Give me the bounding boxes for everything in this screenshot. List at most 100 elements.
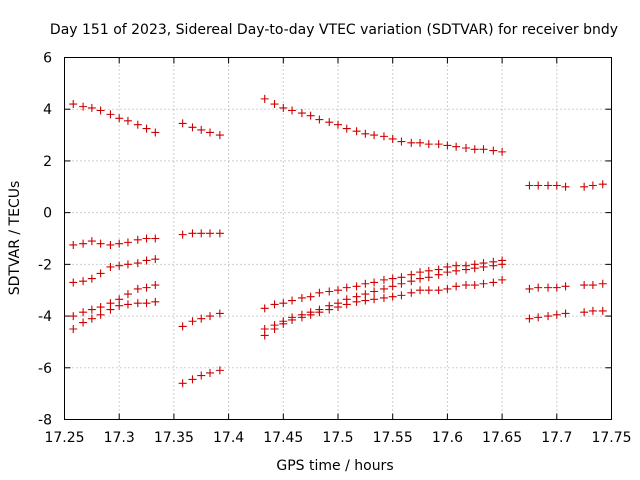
data-point <box>270 300 279 309</box>
data-point <box>388 292 397 301</box>
series-s10 <box>260 94 507 156</box>
series-s2 <box>69 234 160 249</box>
data-point <box>270 325 279 333</box>
data-point <box>397 137 406 146</box>
data-point <box>288 296 297 305</box>
data-point <box>206 312 215 321</box>
data-point <box>151 234 160 243</box>
data-point <box>443 268 452 277</box>
data-point <box>106 305 115 314</box>
data-point <box>115 239 124 248</box>
data-point <box>306 292 315 301</box>
data-point <box>87 305 96 314</box>
data-point <box>178 379 187 388</box>
data-point <box>96 239 105 248</box>
x-tick-label: 17.4 <box>213 430 244 446</box>
data-point <box>342 124 351 133</box>
data-point <box>288 315 297 324</box>
data-point <box>142 256 151 265</box>
series-s7 <box>178 229 224 239</box>
series-s3 <box>69 255 160 287</box>
data-point <box>133 284 142 293</box>
data-point <box>215 229 224 238</box>
x-tick-label: 17.7 <box>541 430 572 446</box>
data-point <box>588 306 597 315</box>
data-point <box>434 270 443 279</box>
data-point <box>142 299 151 308</box>
data-point <box>69 278 78 287</box>
data-point <box>106 240 115 249</box>
data-point <box>79 318 88 327</box>
data-point <box>87 103 96 112</box>
data-point <box>397 279 406 288</box>
data-point <box>552 181 561 190</box>
data-point <box>206 368 215 377</box>
data-point <box>215 309 224 318</box>
data-point <box>397 291 406 300</box>
data-point <box>279 103 288 112</box>
y-tick-label: 6 <box>43 51 52 67</box>
data-point <box>297 293 306 302</box>
data-point <box>315 308 324 317</box>
data-point <box>87 237 96 246</box>
data-point <box>315 115 324 124</box>
data-point <box>561 182 570 191</box>
data-point <box>388 134 397 143</box>
data-point <box>142 283 151 292</box>
x-tick-label: 17.75 <box>591 430 631 446</box>
data-point <box>69 240 78 249</box>
data-point <box>388 282 397 291</box>
data-point <box>544 312 553 321</box>
data-point <box>69 100 78 109</box>
x-tick-label: 17.65 <box>482 430 522 446</box>
y-tick-label: -4 <box>38 309 52 325</box>
data-point <box>407 288 416 297</box>
y-tick-labels: -8 -6 -4 -2 0 2 4 6 <box>38 51 52 429</box>
data-point <box>133 120 142 129</box>
data-point <box>470 145 479 154</box>
data-point <box>151 255 160 264</box>
data-point <box>370 287 379 296</box>
data-point <box>197 371 206 380</box>
data-point <box>260 94 269 103</box>
data-point <box>115 114 124 123</box>
data-point <box>151 281 160 290</box>
data-point <box>133 235 142 244</box>
x-tick-label: 17.35 <box>154 430 194 446</box>
data-point <box>206 128 215 137</box>
data-point <box>489 146 498 155</box>
data-point <box>598 306 607 315</box>
data-point <box>334 120 342 129</box>
data-point <box>334 303 342 312</box>
data-point <box>87 274 96 283</box>
data-point <box>79 239 88 248</box>
axis-ticks <box>64 57 612 420</box>
data-point <box>96 303 105 312</box>
data-point <box>361 129 370 138</box>
data-point <box>178 230 187 239</box>
data-point <box>334 286 342 295</box>
series-s15 <box>525 279 607 293</box>
data-point <box>188 317 197 326</box>
data-point <box>443 141 452 150</box>
data-point <box>279 319 288 328</box>
data-point <box>115 261 124 270</box>
data-point <box>370 278 379 287</box>
y-tick-label: 4 <box>43 102 52 118</box>
data-point <box>87 314 96 323</box>
data-point <box>197 229 206 238</box>
data-point <box>525 181 534 190</box>
data-point <box>123 290 132 299</box>
series-s9 <box>178 366 224 388</box>
y-tick-label: -2 <box>38 257 52 273</box>
data-point <box>215 366 224 375</box>
x-tick-label: 17.3 <box>104 430 135 446</box>
data-point <box>297 313 306 322</box>
series-s8 <box>178 309 224 331</box>
data-point <box>461 144 470 152</box>
y-axis-label: SDTVAR / TECUs <box>7 181 23 296</box>
data-point <box>352 297 361 306</box>
data-point <box>534 181 543 190</box>
data-point <box>96 269 105 278</box>
y-tick-label: -6 <box>38 361 52 377</box>
